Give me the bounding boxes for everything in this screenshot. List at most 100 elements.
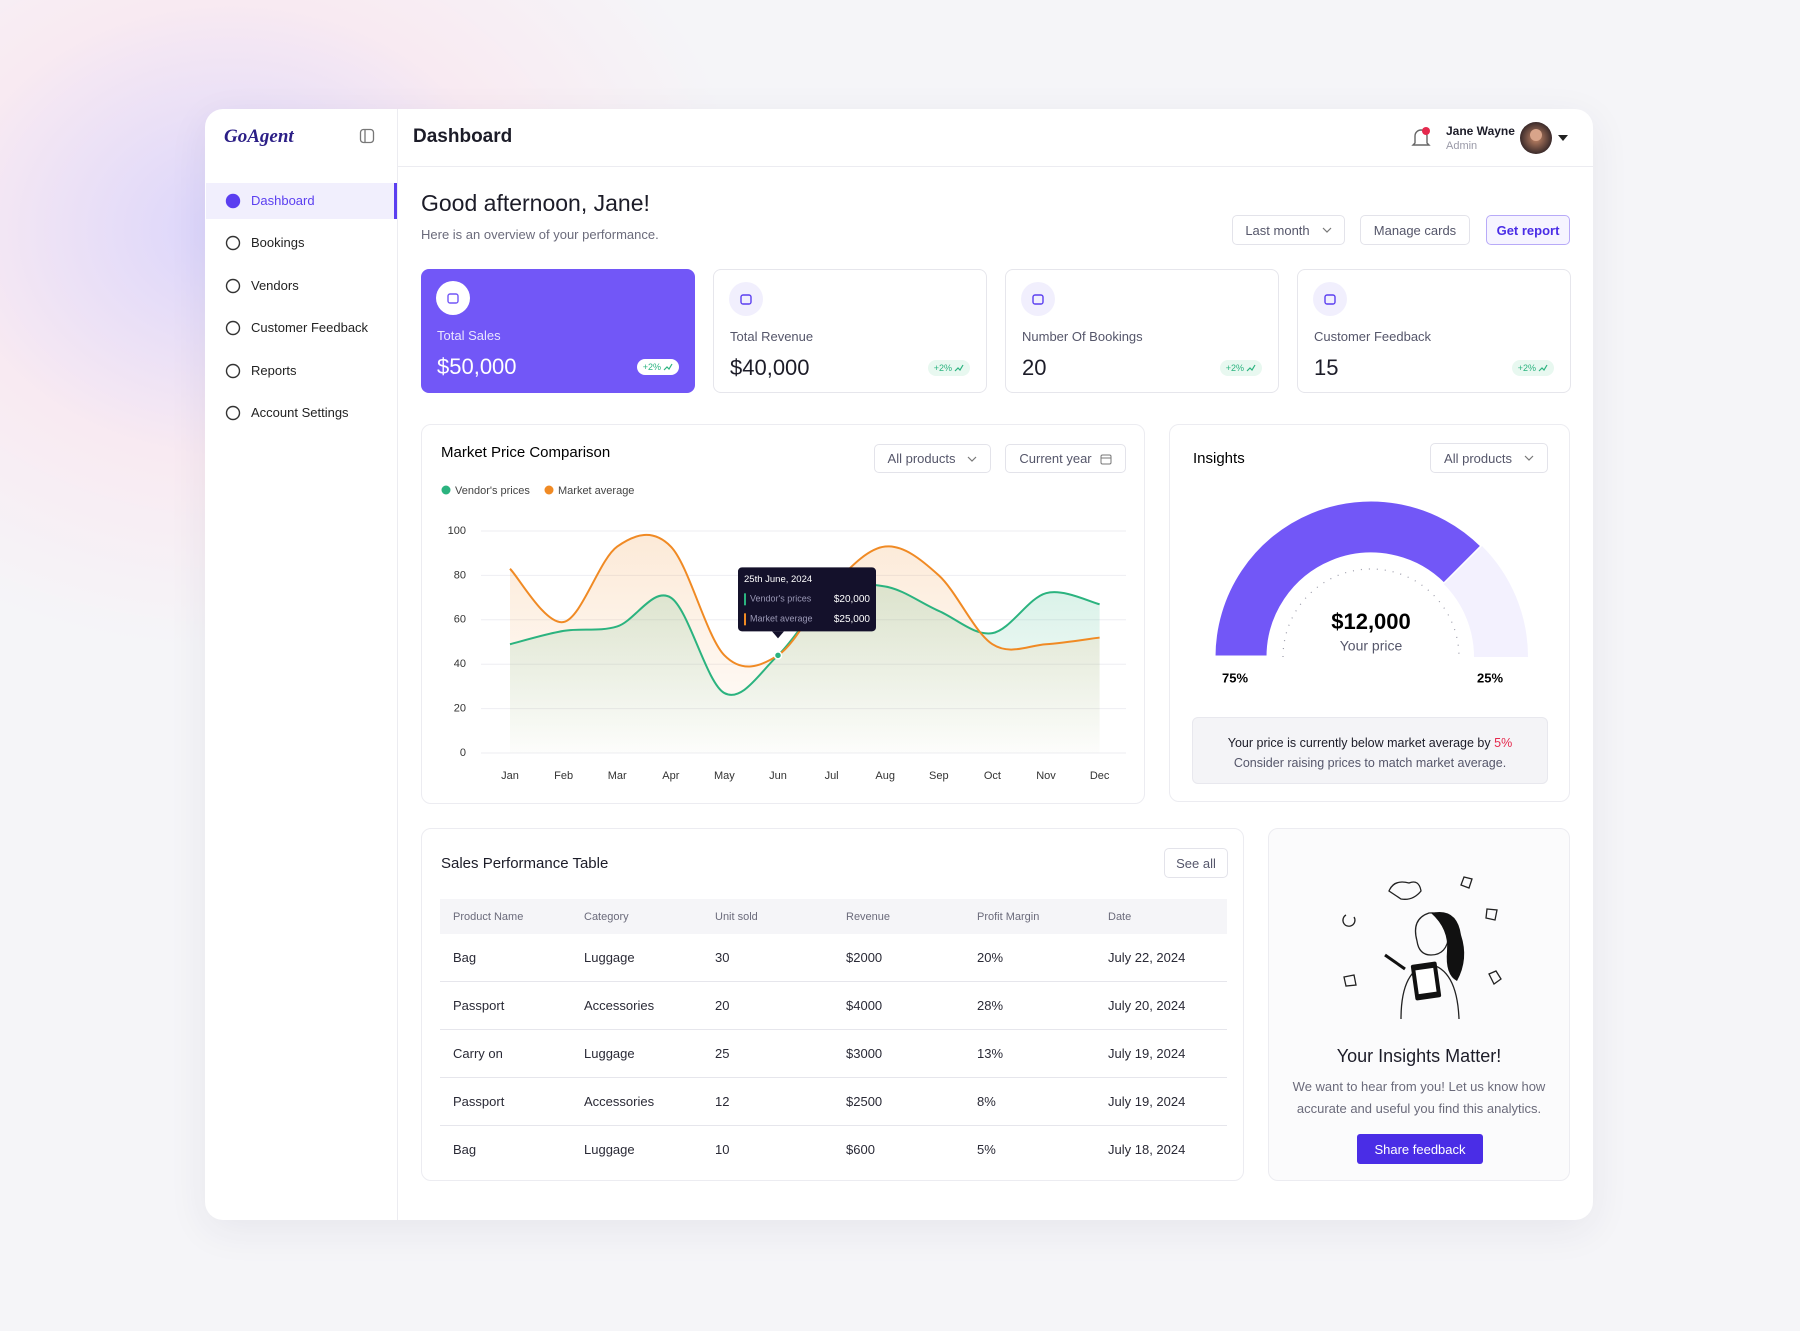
stat-value: 15 [1314, 355, 1339, 380]
action-button[interactable]: Manage cards [1360, 215, 1470, 245]
action-label: Get report [1496, 222, 1560, 238]
column-header: Revenue [846, 911, 891, 923]
insights-filter[interactable]: All products [1430, 443, 1548, 473]
y-tick-label: 80 [454, 569, 466, 581]
table-cell: $3000 [846, 1046, 883, 1061]
greeting-subtitle: Here is an overview of your performance. [421, 227, 659, 242]
table-panel: Sales Performance Table See all Product Na… [421, 828, 1244, 1181]
nav-label: Dashboard [251, 193, 315, 208]
row-divider [440, 1125, 1227, 1126]
nav-item[interactable]: Bookings [206, 225, 397, 261]
sidebar [205, 109, 398, 1220]
table-title: Sales Performance Table [441, 855, 609, 872]
notification-icon[interactable] [1410, 126, 1432, 150]
stat-card: Customer Feedback 15 +2% [1297, 269, 1571, 393]
collapse-icon[interactable] [359, 128, 375, 144]
table-cell: Luggage [584, 1142, 635, 1157]
tooltip-swatch [744, 613, 746, 626]
avatar[interactable] [1519, 121, 1575, 155]
table-cell: July 19, 2024 [1108, 1094, 1186, 1109]
greeting-title: Good afternoon, Jane! [421, 190, 650, 216]
logo: GoAgent [224, 126, 294, 147]
user-name: Jane Wayne [1446, 124, 1515, 138]
series-line [509, 583, 1100, 696]
table-cell: $2500 [846, 1094, 883, 1109]
chart-filter[interactable]: Current year [1005, 444, 1126, 473]
gauge-value: $12,000 [1331, 609, 1411, 634]
share-feedback-button[interactable]: Share feedback [1357, 1134, 1483, 1164]
stat-change: +2% [1219, 360, 1262, 376]
column-header: Product Name [453, 911, 524, 923]
stat-change-text: +2% [1225, 363, 1244, 373]
x-tick-label: Apr [662, 770, 679, 782]
nav-icon [224, 192, 242, 210]
gauge-label: 25% [1477, 670, 1503, 685]
y-tick-label: 0 [460, 747, 466, 759]
nav-item[interactable]: Vendors [206, 268, 397, 304]
insight-note-highlight: 5% [1494, 736, 1513, 750]
nav-icon [224, 319, 242, 337]
tooltip-swatch [744, 593, 746, 606]
row-divider [440, 981, 1227, 982]
nav-item[interactable]: Dashboard [206, 183, 397, 219]
table-cell: 25 [715, 1046, 730, 1061]
table-cell: 12 [715, 1094, 730, 1109]
insight-note-box: Your price is currently below market ave… [1192, 717, 1548, 784]
chart-title: Market Price Comparison [441, 444, 610, 461]
table-cell: July 20, 2024 [1108, 998, 1186, 1013]
chart-filter-label: All products [887, 451, 956, 466]
table-header-row [440, 899, 1227, 934]
legend-label: Market average [558, 485, 634, 497]
gauge-caption: Your price [1340, 638, 1403, 654]
table-cell: 30 [715, 950, 730, 965]
stat-change-text: +2% [642, 362, 661, 372]
table-cell: $600 [846, 1142, 875, 1157]
x-tick-label: Mar [608, 770, 627, 782]
x-tick-label: Feb [554, 770, 573, 782]
chart-filter[interactable]: All products [874, 444, 991, 473]
insights-filter-label: All products [1444, 450, 1512, 466]
tooltip-series: Vendor's prices [750, 594, 812, 604]
table-cell: Accessories [584, 998, 655, 1013]
table-cell: Passport [453, 1094, 505, 1109]
table-cell: Accessories [584, 1094, 655, 1109]
stat-icon [1021, 282, 1055, 316]
table-cell: $4000 [846, 998, 883, 1013]
nav-label: Customer Feedback [251, 320, 369, 336]
table-cell: July 19, 2024 [1108, 1046, 1186, 1061]
x-tick-label: Nov [1036, 770, 1056, 782]
table-cell: July 22, 2024 [1108, 950, 1186, 965]
feedback-illustration [1342, 876, 1502, 1020]
stat-label: Number Of Bookings [1022, 329, 1143, 344]
action-button[interactable]: Get report [1486, 215, 1570, 245]
stat-card: Total Revenue $40,000 +2% [713, 269, 987, 393]
nav-item[interactable]: Customer Feedback [206, 310, 397, 346]
table-cell: Carry on [453, 1046, 503, 1061]
table-cell: $2000 [846, 950, 883, 965]
chart-panel: Market Price Comparison Vendor's prices Ma… [421, 424, 1145, 804]
feedback-body: We want to hear from you! Let us know ho… [1292, 1079, 1546, 1116]
gauge-dots [1282, 568, 1460, 658]
feedback-title: Your Insights Matter! [1336, 1046, 1502, 1066]
action-button[interactable]: Last month [1232, 215, 1345, 245]
nav-item[interactable]: Account Settings [206, 395, 397, 431]
insight-note-text: Your price is currently below market ave… [1227, 736, 1491, 750]
column-header: Category [584, 911, 629, 923]
stat-icon [729, 282, 763, 316]
series-area [510, 534, 1100, 753]
stat-label: Customer Feedback [1314, 329, 1432, 344]
column-header: Date [1108, 911, 1132, 923]
see-all-button[interactable]: See all [1164, 848, 1228, 878]
stat-card: Total Sales $50,000 +2% [421, 269, 695, 393]
stat-label: Total Sales [437, 328, 501, 343]
nav-item[interactable]: Reports [206, 353, 397, 389]
insight-advice: Consider raising prices to match market … [1233, 756, 1507, 770]
gauge-chart: Insights $12,000 Your price 75% 25% [1193, 450, 1528, 685]
tooltip-series: Market average [750, 614, 813, 624]
table-cell: Luggage [584, 1046, 635, 1061]
series-line [509, 533, 1100, 668]
table-cell: 13% [977, 1046, 1004, 1061]
table-cell: 10 [715, 1142, 730, 1157]
x-tick-label: Jun [769, 770, 787, 782]
